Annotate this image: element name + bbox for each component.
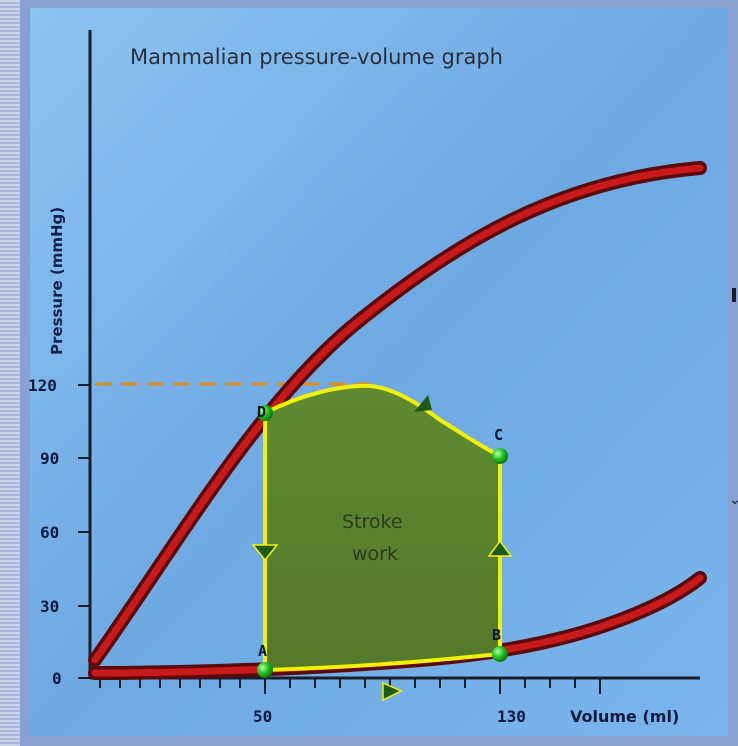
y-axis-ticks	[78, 384, 90, 679]
point-c-marker	[492, 448, 508, 464]
arrow-right-icon	[383, 683, 401, 700]
arrow-right-outline	[382, 681, 403, 702]
diagram-title: Mammalian pressure-volume graph	[130, 45, 503, 69]
arrow-left-icon	[414, 395, 432, 412]
x-axis-ticks	[99, 678, 601, 694]
point-d-label: D	[257, 403, 266, 421]
x-tick-130: 130	[497, 707, 526, 726]
left-edge-stripes	[0, 0, 20, 746]
arrow-up-outline	[487, 539, 513, 557]
y-tick-120: 120	[28, 376, 57, 395]
stroke-work-label-line2: work	[352, 543, 398, 565]
right-edge-mark	[732, 288, 736, 302]
y-tick-90: 90	[40, 449, 59, 468]
right-edge-glyph: ⌄	[729, 492, 738, 508]
x-axis-label: Volume (ml)	[570, 707, 679, 726]
point-d-marker	[257, 405, 273, 421]
point-a-marker	[257, 662, 273, 678]
stroke-work-label-line1: Stroke	[342, 511, 403, 533]
point-b-marker	[492, 646, 508, 662]
stroke-work-loop	[263, 383, 502, 672]
arrow-down-icon	[253, 545, 277, 560]
y-tick-0: 0	[52, 669, 62, 688]
y-tick-60: 60	[40, 523, 59, 542]
y-axis-label: Pressure (mmHg)	[48, 207, 66, 355]
x-tick-50: 50	[253, 707, 272, 726]
point-a-label: A	[258, 642, 267, 660]
y-tick-30: 30	[40, 597, 59, 616]
point-b-label: B	[492, 626, 501, 644]
point-c-label: C	[494, 426, 503, 444]
arrow-up-icon	[489, 541, 511, 556]
upper-curve-inner	[91, 164, 704, 664]
arrow-down-outline	[251, 544, 279, 562]
